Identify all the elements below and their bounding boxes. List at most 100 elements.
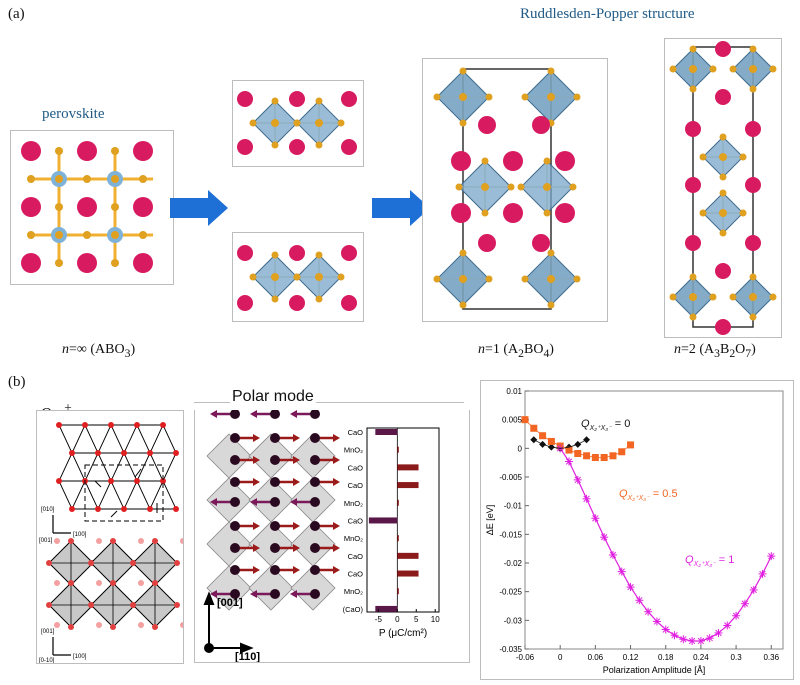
layer-label: MnO₂ [344, 499, 363, 508]
o-atom [573, 275, 581, 283]
o-atom-light [54, 580, 60, 586]
o-atom [147, 506, 153, 512]
layer-label: CaO [348, 463, 364, 472]
data-point-q1 [723, 621, 732, 630]
o-atom [337, 273, 345, 281]
polar-arrowhead [290, 410, 297, 418]
octahedron [290, 565, 336, 611]
polarization-bar [397, 588, 399, 595]
slab-top-structure [232, 80, 364, 167]
octahedral-tilt-diagrams: [010] [001] [100] [001] [0-10] [100] [36, 410, 184, 664]
star-stroke [627, 583, 634, 591]
svg-text:[100]: [100] [73, 532, 87, 538]
b-center [689, 65, 697, 73]
o-atom [27, 231, 35, 239]
axes-bottom [52, 637, 71, 656]
atom [270, 433, 280, 443]
o-atom [68, 538, 74, 544]
a-site-atom [478, 234, 496, 252]
atom [310, 410, 320, 419]
o-atom [315, 141, 323, 149]
atom [230, 565, 240, 575]
o-atom [271, 251, 279, 259]
o-atom [739, 209, 747, 217]
o-atom [110, 624, 116, 630]
data-point-q1 [652, 617, 661, 626]
o-atom [111, 203, 119, 211]
layer-label: MnO₂ [344, 534, 363, 543]
o-atom [769, 293, 777, 301]
polar-arrowhead [250, 410, 257, 418]
a-site-atom [237, 91, 253, 107]
atom [230, 521, 240, 531]
bond [110, 480, 125, 510]
o-atom [699, 153, 707, 161]
bond [97, 452, 112, 482]
atom [310, 565, 320, 575]
o-atom [69, 506, 75, 512]
o-atom [46, 560, 52, 566]
polarization-bar [375, 605, 398, 612]
polar-arrowhead [293, 478, 300, 486]
data-point-q1 [767, 552, 776, 561]
bond [136, 424, 151, 454]
a-site-atom [289, 245, 305, 261]
o-atom [111, 147, 119, 155]
bond [110, 452, 125, 482]
o-atom [152, 580, 158, 586]
y-tick-label: -0.005 [499, 473, 522, 482]
polar-arrowhead [290, 498, 297, 506]
polar-box-top-edge [194, 402, 464, 415]
polar-arrowhead [333, 434, 340, 442]
bond [71, 480, 86, 510]
a-site-atom [715, 41, 731, 57]
o-atom [134, 478, 140, 484]
svg-text:[001]: [001] [41, 629, 55, 635]
b-center [271, 273, 279, 281]
axis-001-label: [001] [217, 597, 243, 609]
polar-arrowhead [293, 434, 300, 442]
x-tick-label: 0.06 [588, 653, 604, 662]
arrow-right-icon [170, 190, 228, 226]
a-site-atom [133, 141, 153, 161]
data-point-q1 [758, 569, 767, 578]
panel-a-label: (a) [8, 6, 25, 22]
o-atom [55, 259, 63, 267]
y-tick-label: -0.025 [499, 588, 522, 597]
atom [310, 543, 320, 553]
o-atom [271, 295, 279, 303]
a-site-atom [745, 177, 761, 193]
a-site-atom [715, 263, 731, 279]
o-atom [271, 97, 279, 105]
o-atom [160, 478, 166, 484]
atom [230, 455, 240, 465]
o-atom-light [180, 538, 183, 544]
x-axis-label: Polarization Amplitude [Å] [603, 665, 706, 675]
b-center [111, 231, 119, 239]
bond [84, 452, 99, 482]
b-center [543, 183, 551, 191]
o-atom [88, 560, 94, 566]
bond [149, 424, 164, 454]
bond [123, 480, 138, 510]
o-atom [459, 119, 467, 127]
o-atom [69, 450, 75, 456]
o-atom [689, 45, 697, 53]
o-atom [517, 183, 525, 191]
atom [230, 543, 240, 553]
axis-origin-dot [204, 643, 214, 653]
a-site-atom [341, 91, 357, 107]
bond [162, 480, 177, 510]
data-point-q1 [749, 585, 758, 594]
o-atom [719, 133, 727, 141]
data-point-q1 [688, 636, 697, 645]
svg-text:[001]: [001] [39, 538, 53, 544]
atom [310, 497, 320, 507]
b-center [111, 175, 119, 183]
rp-title: Ruddlesden-Popper structure [520, 6, 695, 22]
star-stroke [688, 637, 696, 645]
octahedron [206, 565, 252, 611]
o-atom [315, 251, 323, 259]
o-atom [689, 273, 697, 281]
a-site-atom [555, 151, 575, 171]
